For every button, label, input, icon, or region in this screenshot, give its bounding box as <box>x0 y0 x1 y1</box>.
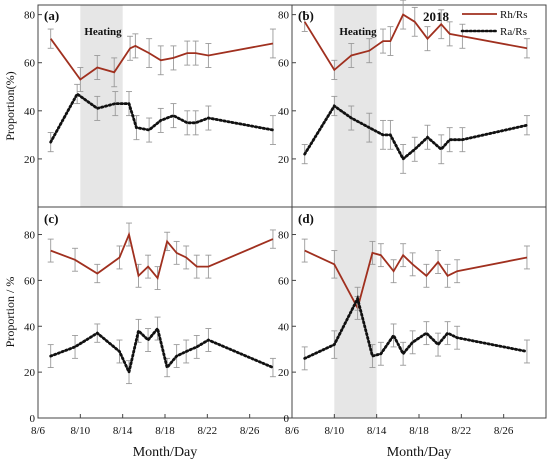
y-tick-label: 60 <box>278 275 290 287</box>
y-tick-label: 80 <box>24 10 36 22</box>
y-tick-label: 60 <box>24 275 36 287</box>
year-label: 2018 <box>423 9 450 24</box>
y-axis-title-top: Proportion(%) <box>3 71 17 140</box>
heating-label-a: Heating <box>84 26 122 38</box>
series-line-rh-rs <box>49 38 274 81</box>
panel-a-tag: (a) <box>44 8 59 23</box>
panel-c-frame <box>37 206 293 419</box>
series-line-ra-rs <box>49 91 275 144</box>
y-tick-label: 20 <box>278 154 290 166</box>
y-tick-label: 40 <box>24 106 36 118</box>
panel-d-tag: (d) <box>298 211 314 226</box>
x-tick-label: 8/18 <box>409 425 429 437</box>
y-tick-label: 80 <box>278 10 290 22</box>
x-tick-label: 8/10 <box>325 425 345 437</box>
panel-d-frame <box>291 206 547 419</box>
x-tick-label: 8/18 <box>155 425 175 437</box>
heating-shade-3 <box>334 207 377 418</box>
x-axis-title-right: Month/Day <box>387 445 452 460</box>
plot-layer: 20 40 60 80 20 40 60 80 0 20 40 60 80 8/6 8/10 8/14 8/18… <box>24 0 530 437</box>
y-tick-label: 40 <box>278 321 290 333</box>
x-tick-label: 8/22 <box>452 425 472 437</box>
x-tick-label: 8/6 <box>285 425 300 437</box>
y-tick-label: 40 <box>24 321 36 333</box>
x-tick-label: 8/14 <box>113 425 133 437</box>
y-tick-label: 0 <box>30 413 36 425</box>
y-tick-label: 40 <box>278 106 290 118</box>
x-tick-label: 8/26 <box>494 425 514 437</box>
x-axis-title-left: Month/Day <box>133 445 198 460</box>
heating-label-b: Heating <box>339 26 377 38</box>
x-tick-label: 8/6 <box>31 425 46 437</box>
x-tick-label: 8/10 <box>71 425 91 437</box>
legend-ra-label: Ra/Rs <box>500 26 527 38</box>
legend-rh-label: Rh/Rs <box>500 9 528 21</box>
panel-c-tag: (c) <box>44 211 58 226</box>
y-tick-label: 20 <box>24 154 36 166</box>
y-tick-label: 20 <box>24 367 36 379</box>
series-line-ra-rs <box>49 325 275 377</box>
y-tick-label: 0 <box>284 413 290 425</box>
y-tick-label: 80 <box>24 230 36 242</box>
panel-b-tag: (b) <box>298 8 314 23</box>
x-tick-label: 8/14 <box>367 425 387 437</box>
series-line-ra-rs <box>303 294 529 360</box>
panel-a-frame <box>37 4 293 208</box>
y-tick-label: 60 <box>24 58 36 70</box>
series-line-rh-rs <box>50 231 274 281</box>
legend: Rh/Rs Ra/Rs <box>460 9 528 38</box>
y-axis-title-bottom: Proportion / % <box>3 277 17 348</box>
y-tick-label: 80 <box>278 230 290 242</box>
x-tick-label: 8/22 <box>198 425 218 437</box>
series-line-ra-rs <box>303 103 529 162</box>
y-tick-label: 20 <box>278 367 290 379</box>
x-tick-label: 8/26 <box>240 425 260 437</box>
series-line-rh-rs <box>303 13 528 72</box>
y-tick-label: 60 <box>278 58 290 70</box>
